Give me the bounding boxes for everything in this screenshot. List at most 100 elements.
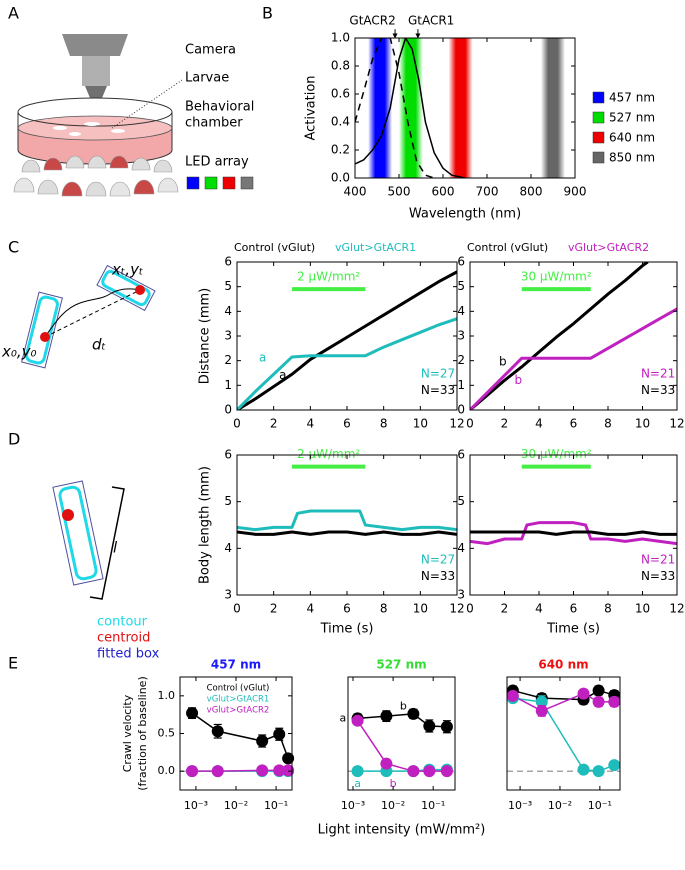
y-tick-label: 3 bbox=[224, 588, 232, 602]
data-point bbox=[423, 719, 436, 732]
legend-label: Control (vGlut) bbox=[234, 241, 315, 254]
x-axis-label: Wavelength (nm) bbox=[409, 207, 521, 222]
y-axis-label: Activation bbox=[304, 75, 319, 140]
led-band bbox=[448, 38, 473, 178]
y-tick-label: 5 bbox=[224, 279, 232, 293]
y-tick-label: 6 bbox=[224, 448, 232, 462]
x-tick-label: 400 bbox=[344, 185, 367, 199]
y-tick-label: 4 bbox=[224, 541, 232, 555]
length-label: l bbox=[113, 539, 118, 557]
led-band bbox=[368, 38, 393, 178]
x-tick-label: 0 bbox=[233, 417, 241, 431]
tracking-label: dₜ bbox=[92, 336, 106, 354]
y-tick-label: 4 bbox=[224, 304, 232, 318]
x-tick-label: 600 bbox=[432, 185, 455, 199]
y-tick-label: 0.6 bbox=[331, 87, 350, 101]
data-point bbox=[608, 759, 621, 772]
x-tick-label: 10⁻² bbox=[381, 799, 405, 812]
x-tick-label: 2 bbox=[501, 602, 509, 616]
x-tick-label: 6 bbox=[570, 602, 578, 616]
data-point bbox=[407, 765, 420, 778]
y-axis-label: Distance (mm) bbox=[198, 288, 213, 384]
y-tick-label: 0.0 bbox=[331, 171, 350, 185]
stimulus-label: 2 μW/mm² bbox=[297, 270, 360, 284]
setup-label: LED array bbox=[185, 155, 249, 170]
data-point bbox=[273, 728, 286, 741]
data-point bbox=[351, 714, 364, 727]
setup-diagram bbox=[13, 34, 254, 197]
series-line bbox=[470, 307, 677, 410]
y-axis-label: Crawl velocity bbox=[121, 694, 134, 772]
data-point bbox=[608, 695, 621, 708]
x-tick-label: 12 bbox=[449, 417, 464, 431]
annotation: N=21 bbox=[641, 553, 675, 567]
x-tick-label: 10 bbox=[635, 417, 650, 431]
x-tick-label: 900 bbox=[564, 185, 587, 199]
y-axis-label: Body length (mm) bbox=[198, 466, 213, 584]
setup-label: Larvae bbox=[185, 71, 229, 86]
data-point bbox=[256, 764, 269, 777]
plot-area bbox=[180, 712, 292, 772]
annotation: a bbox=[354, 777, 361, 790]
data-point bbox=[273, 764, 286, 777]
x-tick-label: 2 bbox=[270, 602, 278, 616]
annotation: GtACR1 bbox=[408, 14, 454, 28]
y-axis-label: (fraction of baseline) bbox=[136, 676, 149, 791]
annotation: a bbox=[259, 351, 266, 365]
plot-area bbox=[237, 509, 457, 536]
data-point bbox=[577, 763, 590, 776]
legend-label: 640 nm bbox=[609, 131, 655, 145]
legend-label: 850 nm bbox=[609, 151, 655, 165]
legend-label: vGlut>GtACR2 bbox=[568, 241, 649, 254]
series-line bbox=[237, 530, 457, 536]
x-tick-label: 700 bbox=[476, 185, 499, 199]
x-tick-label: 2 bbox=[501, 417, 509, 431]
panel-label: A bbox=[8, 4, 19, 23]
tracking-diagram bbox=[21, 264, 156, 369]
annotation: N=27 bbox=[421, 553, 455, 567]
x-tick-label: 800 bbox=[520, 185, 543, 199]
stimulus-label: 30 μW/mm² bbox=[521, 270, 592, 284]
y-tick-label: 4 bbox=[457, 304, 465, 318]
legend-label: Control (vGlut) bbox=[207, 684, 270, 694]
y-tick-label: 2 bbox=[457, 353, 465, 367]
x-axis-label: Light intensity (mW/mm²) bbox=[318, 823, 486, 838]
plot-area bbox=[470, 521, 677, 546]
x-tick-label: 4 bbox=[535, 417, 543, 431]
y-tick-label: 1 bbox=[224, 378, 232, 392]
led-band bbox=[541, 38, 565, 178]
setup-label: Camera bbox=[185, 43, 236, 58]
y-tick-label: 0 bbox=[224, 403, 232, 417]
x-tick-label: 10⁻³ bbox=[341, 799, 365, 812]
y-tick-label: 3 bbox=[457, 329, 465, 343]
plot-area bbox=[470, 262, 677, 410]
x-tick-label: 10⁻¹ bbox=[588, 799, 612, 812]
x-tick-label: 6 bbox=[343, 417, 351, 431]
x-tick-label: 0 bbox=[466, 417, 474, 431]
x-tick-label: 10⁻¹ bbox=[421, 799, 445, 812]
x-tick-label: 500 bbox=[388, 185, 411, 199]
annotation: b bbox=[390, 777, 397, 790]
setup-label: Behavioral bbox=[185, 100, 254, 115]
y-tick-label: 0.5 bbox=[158, 727, 176, 740]
plot-area bbox=[237, 270, 457, 410]
data-point bbox=[577, 687, 590, 700]
x-tick-label: 10⁻³ bbox=[508, 799, 532, 812]
x-tick-label: 12 bbox=[449, 602, 464, 616]
legend-label: vGlut>GtACR1 bbox=[335, 241, 416, 254]
series-line bbox=[237, 317, 457, 410]
legend-label: vGlut>GtACR2 bbox=[207, 706, 270, 716]
y-tick-label: 0.0 bbox=[158, 764, 176, 777]
data-point bbox=[592, 765, 605, 778]
y-tick-label: 6 bbox=[224, 255, 232, 269]
legend-swatch bbox=[592, 111, 605, 124]
data-point bbox=[380, 757, 393, 770]
series-line bbox=[470, 262, 649, 410]
legend-swatch bbox=[592, 151, 605, 164]
panel-label: D bbox=[8, 430, 20, 449]
data-point bbox=[282, 764, 295, 777]
x-tick-label: 4 bbox=[535, 602, 543, 616]
plot-area bbox=[355, 38, 565, 178]
legend-label: vGlut>GtACR1 bbox=[207, 695, 270, 705]
